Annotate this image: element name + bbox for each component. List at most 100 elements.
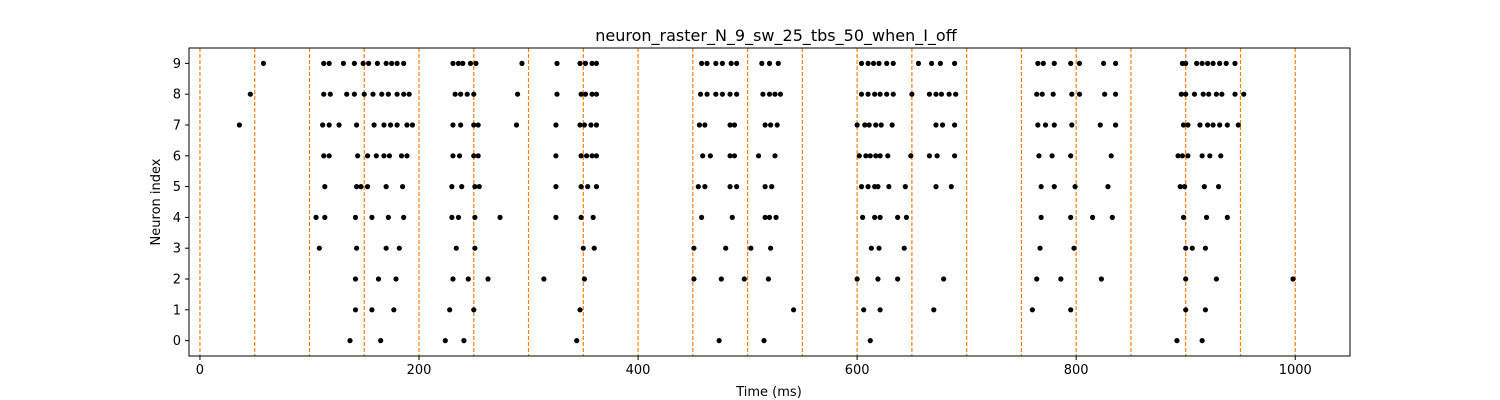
- spike-point: [327, 91, 333, 97]
- spike-point: [895, 214, 901, 220]
- spike-point: [450, 153, 456, 159]
- spike-point: [385, 91, 391, 97]
- spike-point: [472, 184, 478, 190]
- spike-point: [859, 214, 866, 220]
- spike-point: [1180, 122, 1187, 128]
- spike-point: [723, 245, 729, 251]
- spike-point: [1029, 307, 1035, 313]
- spike-point: [1038, 184, 1044, 190]
- spike-point: [886, 184, 892, 190]
- spike-point: [775, 60, 781, 66]
- spike-point: [326, 153, 332, 159]
- spike-point: [1194, 60, 1200, 66]
- spike-point: [1203, 214, 1210, 220]
- spike-point: [909, 91, 915, 97]
- spike-point: [727, 91, 733, 97]
- spike-point: [1183, 245, 1189, 251]
- spike-point: [1090, 214, 1096, 220]
- spike-point: [393, 276, 399, 282]
- stimulus-markers: [199, 48, 1296, 356]
- spike-point: [585, 184, 591, 190]
- spike-point: [1105, 184, 1111, 190]
- x-tick-label: 200: [407, 363, 432, 378]
- spike-point: [374, 60, 380, 66]
- spike-point: [442, 338, 448, 344]
- spike-point: [351, 60, 357, 66]
- spike-point: [952, 60, 958, 66]
- spike-point: [729, 214, 735, 220]
- spike-point: [459, 184, 465, 190]
- spike-point: [321, 91, 327, 97]
- spike-point: [767, 245, 774, 251]
- y-tick-label: 7: [173, 119, 181, 134]
- spike-point: [361, 91, 367, 97]
- spike-point: [553, 153, 559, 159]
- spike-point: [727, 122, 733, 128]
- spike-point: [1076, 60, 1083, 66]
- spike-point: [1213, 276, 1219, 282]
- spike-point: [352, 307, 359, 313]
- spike-point: [1199, 338, 1205, 344]
- spike-point: [344, 91, 350, 97]
- spike-point: [581, 276, 587, 282]
- spike-point: [593, 122, 600, 128]
- spike-point: [578, 214, 584, 220]
- spike-point: [937, 60, 943, 66]
- spike-point: [1223, 60, 1229, 66]
- spike-point: [698, 60, 705, 66]
- spike-point: [695, 184, 701, 190]
- spike-point: [933, 122, 939, 128]
- spike-point: [707, 153, 713, 159]
- chart-title: neuron_raster_N_9_sw_25_tbs_50_when_I_of…: [595, 26, 957, 46]
- spike-point: [1097, 122, 1103, 128]
- spike-point: [915, 60, 922, 66]
- spike-point: [926, 153, 933, 159]
- spike-point: [1036, 153, 1042, 159]
- spike-point: [404, 122, 410, 128]
- spike-point: [727, 184, 733, 190]
- spike-point: [1102, 91, 1108, 97]
- spike-point: [1051, 122, 1057, 128]
- spike-point: [884, 91, 890, 97]
- spike-point: [1241, 91, 1247, 97]
- spike-point: [863, 153, 869, 159]
- spike-point: [872, 91, 878, 97]
- y-tick-label: 5: [173, 180, 181, 195]
- spike-point: [465, 276, 471, 282]
- spike-point: [766, 91, 773, 97]
- spike-point: [870, 60, 877, 66]
- spike-point: [1069, 122, 1075, 128]
- spike-point: [861, 307, 867, 313]
- spike-point: [582, 91, 589, 97]
- spike-point: [1217, 122, 1223, 128]
- spike-point: [702, 184, 708, 190]
- spike-point: [877, 307, 883, 313]
- spike-point: [1071, 245, 1077, 251]
- spike-point: [401, 60, 407, 66]
- spike-point: [364, 153, 371, 159]
- spike-point: [769, 184, 775, 190]
- spike-point: [1098, 276, 1104, 282]
- spike-point: [734, 60, 740, 66]
- spike-point: [731, 122, 738, 128]
- spike-point: [1109, 214, 1115, 220]
- spike-point: [391, 307, 397, 313]
- spike-point: [383, 184, 389, 190]
- spike-point: [716, 338, 722, 344]
- spike-point: [1180, 214, 1187, 220]
- spike-point: [734, 184, 740, 190]
- spike-point: [316, 245, 322, 251]
- spike-point: [447, 307, 453, 313]
- plot-frame: [188, 47, 1351, 357]
- spike-point: [862, 122, 868, 128]
- y-axis-label: Neuron index: [149, 158, 164, 245]
- spike-point: [741, 276, 747, 282]
- spike-point: [762, 122, 768, 128]
- spike-point: [868, 245, 874, 251]
- spike-point: [761, 338, 767, 344]
- spike-point: [1076, 91, 1083, 97]
- spike-point: [593, 153, 600, 159]
- spike-point: [1224, 214, 1230, 220]
- spike-point: [541, 276, 547, 282]
- spike-point: [934, 153, 940, 159]
